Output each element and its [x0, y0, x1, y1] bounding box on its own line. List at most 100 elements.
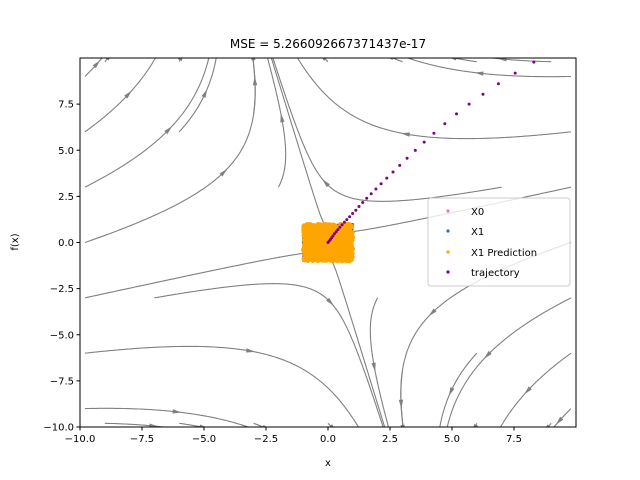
trajectory-point: [532, 60, 536, 64]
streamline-arrow: [389, 58, 394, 61]
data-point: [306, 254, 312, 259]
streamline: [104, 58, 109, 63]
trajectory-point: [455, 112, 458, 116]
streamline-arrow: [322, 58, 327, 61]
trajectory-point: [369, 192, 373, 196]
trajectory-point: [334, 230, 338, 234]
data-point: [303, 233, 308, 238]
data-point: [311, 252, 317, 258]
streamline-arrow: [245, 348, 256, 353]
data-point: [318, 257, 323, 263]
legend-marker-x1: [446, 229, 450, 233]
x-tick-label: 0.0: [320, 434, 336, 445]
streamline-arrow: [329, 424, 334, 427]
data-point: [334, 257, 339, 262]
data-point: [326, 252, 331, 257]
trajectory-point: [496, 82, 500, 86]
streamline-arrow: [450, 58, 457, 61]
y-tick-label: −7.5: [50, 376, 74, 387]
streamline-arrow: [371, 362, 376, 372]
series-x1-prediction: [301, 221, 355, 264]
data-point: [346, 248, 351, 253]
streamline-arrow: [262, 424, 267, 427]
data-point: [311, 229, 316, 234]
legend: X0 X1 X1 Prediction trajectory: [427, 197, 571, 287]
trajectory-point: [365, 196, 369, 200]
data-point: [344, 243, 349, 248]
series-layer: [301, 60, 536, 264]
x-tick-label: −7.5: [130, 434, 154, 445]
streamline-arrow: [149, 423, 159, 427]
x-tick-label: 2.5: [382, 434, 398, 445]
chart-title: MSE = 5.266092667371437e-17: [230, 37, 426, 51]
series-trajectory: [326, 60, 536, 244]
data-point: [334, 240, 339, 246]
trajectory-point: [398, 163, 402, 167]
trajectory-point: [385, 176, 389, 180]
data-point: [322, 252, 327, 258]
trajectory-point: [413, 148, 417, 152]
streamline-arrow: [164, 126, 173, 135]
streamline-arrow: [280, 113, 285, 123]
y-tick-label: −2.5: [50, 284, 74, 295]
streamline-arrow: [124, 90, 132, 99]
y-tick-label: 7.5: [58, 100, 74, 111]
x-tick-label: −10.0: [65, 434, 96, 445]
data-point: [339, 239, 344, 245]
data-point: [317, 254, 322, 259]
y-axis-label: f(x): [10, 233, 21, 250]
streamline: [179, 422, 205, 427]
data-point: [315, 246, 320, 251]
y-tick-label: 5.0: [58, 146, 74, 157]
legend-box: [427, 197, 571, 287]
y-tick-label: −5.0: [50, 330, 74, 341]
y-axis: −10.0 −7.5 −5.0 −2.5 0.0 2.5 5.0 7.5: [43, 100, 80, 434]
data-point: [338, 253, 343, 258]
streamline-arrow: [428, 308, 437, 317]
trajectory-point: [336, 228, 340, 232]
data-point: [301, 246, 307, 251]
streamline-arrow: [199, 424, 206, 427]
x-axis-label: x: [325, 458, 331, 469]
data-point: [305, 243, 310, 249]
streamline-arrow: [398, 399, 404, 409]
data-point: [332, 252, 337, 257]
streamline-arrow: [546, 424, 551, 427]
trajectory-point: [348, 215, 352, 219]
legend-label-x1: X1: [471, 227, 484, 238]
trajectory-point: [345, 218, 349, 222]
data-point: [349, 224, 355, 229]
trajectory-point: [391, 170, 395, 174]
data-point: [322, 226, 327, 232]
data-point: [345, 237, 350, 242]
streamline-arrow: [483, 350, 492, 359]
data-point: [304, 237, 310, 242]
streamline-arrow: [497, 58, 507, 62]
data-point: [307, 249, 312, 255]
x-tick-label: −2.5: [254, 434, 278, 445]
streamline-arrow: [201, 88, 208, 98]
y-tick-label: −10.0: [43, 423, 74, 434]
trajectory-point: [361, 201, 365, 204]
data-point: [350, 234, 355, 240]
streamline: [327, 422, 333, 427]
x-axis: −10.0 −7.5 −5.0 −2.5 0.0 2.5 5.0 7.5: [65, 427, 522, 445]
trajectory-point: [342, 220, 346, 224]
data-point: [342, 250, 347, 256]
data-point: [325, 232, 330, 238]
streamline-arrow: [322, 179, 330, 188]
data-point: [340, 233, 346, 238]
data-point: [327, 248, 333, 253]
trajectory-point: [405, 156, 409, 160]
streamline-arrow: [92, 60, 101, 69]
trajectory-point: [432, 131, 436, 135]
trajectory-point: [354, 208, 358, 212]
trajectory-point: [422, 140, 426, 144]
data-point: [347, 241, 353, 247]
streamline-arrow: [105, 58, 110, 61]
trajectory-point: [374, 187, 378, 191]
streamline: [451, 58, 477, 63]
y-tick-label: 2.5: [58, 192, 74, 203]
